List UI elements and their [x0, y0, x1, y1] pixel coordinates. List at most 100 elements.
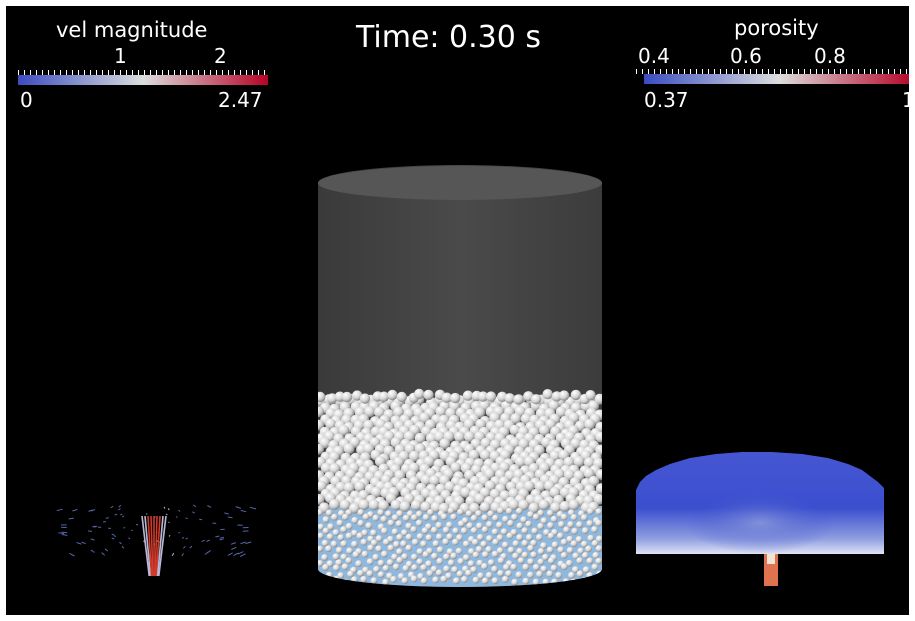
particle [444, 481, 456, 493]
particle [502, 564, 510, 571]
particle [546, 509, 554, 517]
particle [396, 391, 407, 403]
particle [521, 539, 529, 547]
velocity-vector [56, 508, 63, 512]
particle [497, 557, 505, 565]
particle [420, 488, 432, 499]
particle [531, 527, 539, 535]
particle [332, 553, 340, 561]
particle [378, 500, 390, 512]
particle [497, 507, 504, 515]
particle [520, 516, 528, 524]
velocity-vector-core [147, 515, 153, 577]
particle [318, 406, 325, 418]
velocity-vector [207, 549, 211, 554]
particle [595, 545, 602, 552]
particle [382, 565, 390, 572]
particle [568, 571, 575, 579]
velocity-tick-1: 1 [114, 44, 127, 68]
particle [476, 534, 484, 541]
particle [527, 511, 534, 518]
particle [567, 521, 574, 528]
particle [452, 527, 460, 535]
velocity-vector [207, 505, 212, 508]
particle [335, 559, 343, 566]
particle [491, 577, 499, 585]
particle [465, 569, 472, 577]
porosity-tick-marks [636, 69, 909, 74]
velocity-vector [119, 541, 122, 545]
particle [515, 571, 523, 579]
particle [443, 553, 450, 561]
particle [505, 507, 513, 515]
velocity-vector [111, 533, 115, 536]
velocity-vector [183, 545, 186, 549]
particle [347, 570, 354, 578]
particle [420, 501, 432, 513]
particle [318, 523, 325, 531]
particle [435, 533, 443, 541]
particle [542, 553, 549, 561]
particle [585, 545, 592, 553]
porosity-legend-title: porosity [734, 16, 819, 40]
particle [435, 406, 447, 417]
particle [318, 572, 323, 580]
particle [475, 510, 482, 517]
particle [477, 572, 484, 580]
particle [502, 515, 509, 523]
particle [532, 563, 540, 571]
particle [525, 520, 532, 528]
particle [329, 499, 340, 510]
particle [378, 391, 390, 402]
particle [501, 541, 509, 549]
particle [592, 552, 600, 559]
particle [410, 575, 418, 583]
particle [436, 557, 444, 565]
porosity-color-legend: porosity 0.4 0.6 0.8 0.37 1 [636, 12, 909, 117]
particle [430, 565, 438, 573]
particle [504, 393, 515, 404]
particle [390, 576, 397, 583]
particle [341, 563, 349, 571]
particle [445, 521, 453, 529]
particle [360, 538, 368, 546]
particle [358, 499, 370, 511]
particle [457, 508, 464, 516]
particle-bed-cylinder[interactable] [306, 161, 616, 591]
particle [585, 390, 596, 401]
velocity-vector [192, 511, 195, 514]
particle [396, 556, 404, 564]
particle [555, 571, 563, 579]
particle [480, 540, 488, 548]
particle [575, 536, 583, 543]
particle [396, 510, 404, 518]
particle [442, 538, 450, 546]
velocity-vector [233, 552, 239, 557]
velocity-vector [192, 504, 197, 508]
velocity-vector-core [158, 515, 167, 577]
particle [382, 538, 390, 546]
particle [405, 533, 413, 541]
particle [486, 535, 493, 542]
particle [387, 519, 395, 527]
particle-spheres [318, 388, 602, 586]
render-viewport[interactable]: vel magnitude 1 2 0 2.47 Time: 0.30 s po… [6, 6, 909, 615]
particle [580, 540, 588, 548]
particle [522, 563, 530, 571]
particle [331, 513, 338, 521]
particle [416, 548, 424, 555]
particle [510, 413, 522, 424]
particle [351, 576, 358, 584]
particle [333, 575, 340, 583]
particle [422, 514, 430, 521]
particle [540, 565, 548, 573]
velocity-vector-core [141, 515, 150, 577]
particle [532, 513, 540, 521]
particle [365, 522, 373, 530]
particle [390, 499, 402, 511]
velocity-vector [199, 518, 203, 521]
particle [318, 494, 325, 505]
particle [475, 546, 483, 553]
particle [430, 501, 442, 513]
particle [431, 515, 439, 522]
